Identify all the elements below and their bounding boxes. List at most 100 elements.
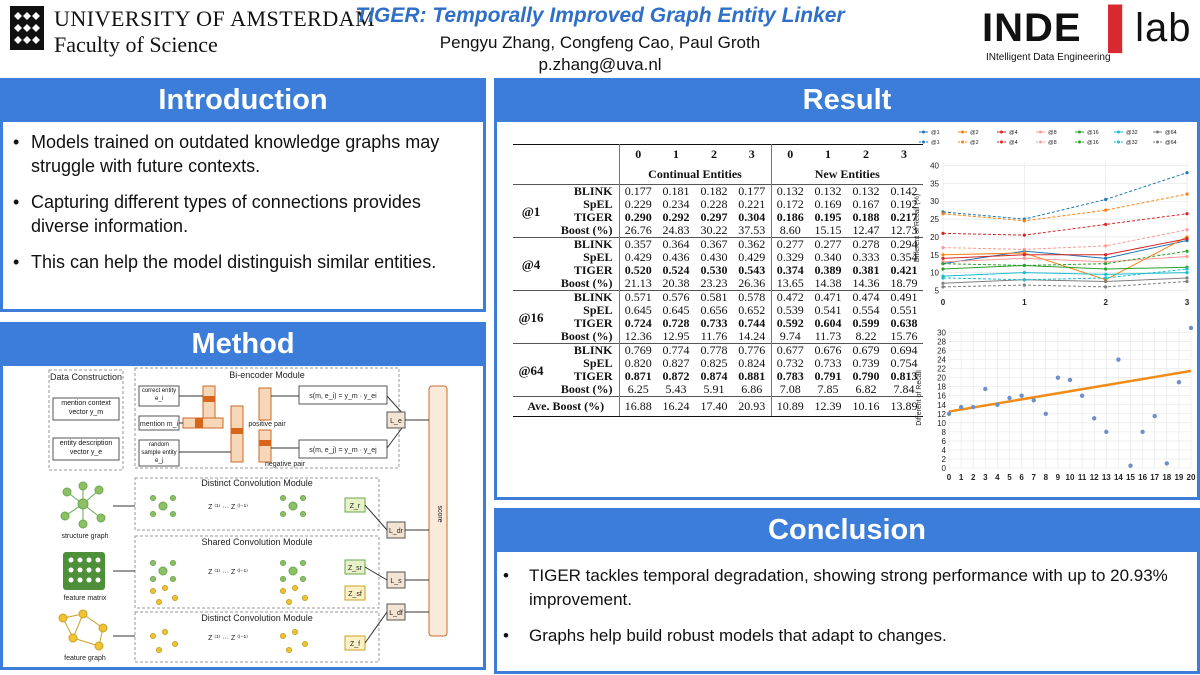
table-row: Boost (%) 26.76 24.83 30.22 37.53 8.60 15.15 12… (513, 224, 923, 238)
x-tick-label: 1 (959, 473, 964, 482)
title-block: TIGER: Temporally Improved Graph Entity … (350, 0, 850, 75)
result-panel: Result 0 1 2 3 0 1 2 3 Continual Entities New Ent… (494, 78, 1200, 500)
table-cell: 0.333 (852, 250, 880, 264)
table-cell: 0.290 (624, 210, 652, 224)
x-tick-label: 0 (941, 298, 946, 307)
average-cell: 13.89 (885, 396, 923, 417)
data-point (1022, 256, 1026, 260)
metric-label: @16 (513, 290, 549, 344)
data-point (1104, 222, 1108, 227)
table-cell: 0.292 (662, 210, 690, 224)
table-cell: 0.694 (885, 343, 923, 357)
table-cell: 0.871 (624, 369, 652, 383)
table-row: SpEL 0.820 0.827 0.825 0.824 0.732 0.733 0.739 0… (513, 357, 923, 370)
table-cell: 0.774 (657, 343, 695, 357)
scatter-point (1092, 416, 1097, 421)
y-tick-label: 15 (930, 251, 939, 260)
data-point (1022, 247, 1026, 252)
table-cell: 0.192 (890, 197, 918, 211)
scatter-point (1055, 375, 1061, 380)
negative-pair-label: negative pair (265, 461, 306, 468)
y-tick-label: 4 (942, 446, 947, 455)
poster-title: TIGER: Temporally Improved Graph Entity … (355, 4, 845, 27)
x-tick-label: 17 (1150, 473, 1159, 482)
table-cell: 0.739 (852, 356, 880, 370)
model-name: SpEL (549, 198, 620, 211)
table-cell: 8.60 (779, 223, 801, 237)
column-header: 2 (847, 144, 885, 165)
conclusion-heading: Conclusion (494, 508, 1200, 552)
scatter-point (1188, 325, 1194, 331)
table-cell: 0.645 (624, 303, 652, 317)
table-cell: 0.471 (809, 290, 847, 304)
y-tick-label: 16 (937, 392, 946, 401)
table-cell: 0.217 (890, 210, 918, 224)
y-tick-label: 22 (937, 365, 946, 374)
intro-bullet: Capturing different types of connections… (13, 190, 475, 238)
y-tick-label: 20 (937, 374, 946, 383)
metric-label: @4 (513, 237, 549, 291)
series-line (942, 236, 1188, 281)
table-cell: 0.472 (771, 290, 809, 304)
series-line (942, 172, 1188, 220)
table-cell: 0.543 (733, 264, 772, 277)
x-tick-label: 6 (1019, 473, 1024, 482)
table-cell: 15.15 (814, 223, 842, 237)
table-cell: 0.881 (733, 370, 772, 383)
data-point (1022, 283, 1026, 287)
distinct-steps-ellipsis: Z ⁽¹⁾ ··· Z ⁽ˡ⁻¹⁾ (208, 634, 248, 642)
data-point (1185, 267, 1189, 271)
table-cell: 0.652 (733, 304, 772, 317)
legend-marker (1039, 130, 1042, 134)
loss-s-label: L_s (390, 578, 402, 585)
table-cell: 26.36 (733, 277, 772, 291)
x-tick-label: 4 (995, 473, 1000, 482)
average-cell: 16.24 (657, 396, 695, 417)
table-cell: 0.539 (776, 303, 804, 317)
table-cell: 0.732 (776, 356, 804, 370)
table-cell: 0.340 (814, 250, 842, 264)
legend-entry: @2 (970, 130, 979, 136)
table-cell: 0.364 (657, 237, 695, 251)
scatter-point (1176, 379, 1182, 385)
legend-marker (922, 130, 925, 134)
result-heading: Result (494, 78, 1200, 122)
table-cell: 0.229 (624, 197, 652, 211)
table-cell: 20.38 (662, 276, 690, 290)
table-cell: 0.491 (885, 290, 923, 304)
table-cell: 0.436 (662, 250, 690, 264)
mention-label: mention m_i (140, 421, 179, 428)
method-diagram: Data Construction mention context vector… (48, 367, 448, 663)
table-cell: 0.277 (809, 237, 847, 251)
model-name: Boost (%) (549, 224, 620, 238)
table-cell: 0.228 (700, 197, 728, 211)
table-cell: 0.169 (814, 197, 842, 211)
table-corner (549, 144, 620, 165)
data-point (941, 276, 945, 280)
y-tick-label: 6 (942, 437, 947, 446)
table-cell: 0.177 (733, 184, 772, 198)
table-cell: 0.221 (733, 198, 772, 211)
legend-entry: @4 (1009, 140, 1018, 146)
shared-steps-ellipsis: Z ⁽¹⁾ ··· Z ⁽ˡ⁻¹⁾ (208, 568, 248, 576)
data-point (941, 231, 945, 235)
data-point (1022, 278, 1026, 282)
scatter-point (1007, 395, 1012, 401)
table-cell: 0.278 (847, 237, 885, 251)
table-cell: 0.430 (700, 250, 728, 264)
data-point (1104, 256, 1108, 260)
table-cell: 0.778 (695, 343, 733, 357)
legend-marker (1039, 140, 1042, 144)
data-point (1185, 270, 1189, 275)
z-r-label: Z_r (350, 503, 361, 510)
inde-tagline: INtelligent Data Engineering (986, 52, 1111, 63)
table-cell: 0.571 (619, 290, 657, 304)
y-tick-label: 40 (930, 162, 939, 171)
table-cell: 0.429 (624, 250, 652, 264)
table-cell: 23.23 (700, 276, 728, 290)
data-point (941, 285, 945, 289)
model-name: BLINK (549, 290, 620, 304)
table-cell: 11.76 (700, 329, 728, 343)
table-cell: 0.520 (624, 263, 652, 277)
